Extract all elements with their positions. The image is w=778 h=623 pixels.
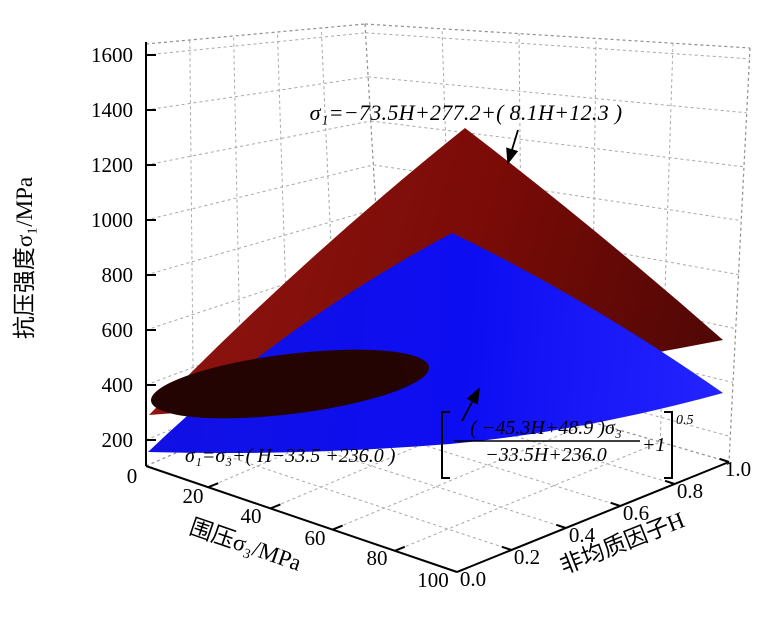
z-axis bbox=[145, 42, 156, 466]
z-tick-label: 200 bbox=[102, 428, 134, 452]
z-tick-label: 1200 bbox=[91, 153, 133, 177]
y-tick-label: 0.0 bbox=[460, 567, 486, 591]
eq2-exponent: 0.5 bbox=[676, 413, 694, 428]
z-tick-label: 400 bbox=[102, 373, 134, 397]
y-tick-label: 0.4 bbox=[569, 523, 596, 547]
z-tick-labels: 1600 1400 1200 1000 800 600 400 200 bbox=[91, 43, 133, 452]
y-tick-label: 1.0 bbox=[725, 457, 751, 481]
equation-2-annotation: σ₁=σ₃+( H−33.5 +236.0 ) ( −45.3H+48.9 )σ… bbox=[185, 411, 694, 479]
equation-1-arrow bbox=[506, 129, 519, 165]
z-tick-label: 1600 bbox=[91, 43, 133, 67]
eq2-numerator: ( −45.3H+48.9 )σ₃ bbox=[470, 417, 622, 439]
x-tick-label: 80 bbox=[367, 546, 388, 570]
x-tick-label: 40 bbox=[241, 504, 262, 528]
red-underside-ellipse bbox=[150, 349, 430, 419]
z-axis-ticks bbox=[146, 54, 156, 441]
x-tick-label: 60 bbox=[305, 526, 326, 550]
z-tick-label: 1000 bbox=[91, 208, 133, 232]
x-tick-label: 0 bbox=[127, 464, 138, 488]
y-tick-labels: 0.0 0.2 0.4 0.6 0.8 1.0 bbox=[460, 457, 751, 591]
eq2-left-bracket bbox=[441, 411, 450, 479]
equation-2-arrow bbox=[461, 387, 480, 422]
y-tick-label: 0.8 bbox=[677, 479, 703, 503]
z-tick-label: 800 bbox=[102, 263, 134, 287]
eq2-right-bracket bbox=[664, 411, 673, 479]
eq2-prefix: σ₁=σ₃+( H−33.5 +236.0 ) bbox=[185, 445, 396, 467]
z-tick-label: 600 bbox=[102, 318, 134, 342]
equation-1-annotation: σ₁=−73.5H+277.2+( 8.1H+12.3 ) bbox=[310, 100, 623, 125]
y-axis bbox=[456, 457, 730, 573]
eq2-denominator: −33.5H+236.0 bbox=[485, 444, 606, 466]
x-tick-label: 20 bbox=[183, 484, 204, 508]
x-tick-labels: 0 20 40 60 80 100 bbox=[127, 464, 449, 592]
y-tick-label: 0.2 bbox=[514, 545, 540, 569]
x-tick-label: 100 bbox=[417, 568, 449, 592]
z-axis-title: 抗压强度σ₁/MPa bbox=[12, 177, 37, 339]
y-axis-ticks bbox=[501, 457, 730, 551]
z-tick-label: 1400 bbox=[91, 98, 133, 122]
y-tick-label: 0.6 bbox=[623, 501, 649, 525]
eq2-plus-one: +1 bbox=[642, 434, 666, 456]
